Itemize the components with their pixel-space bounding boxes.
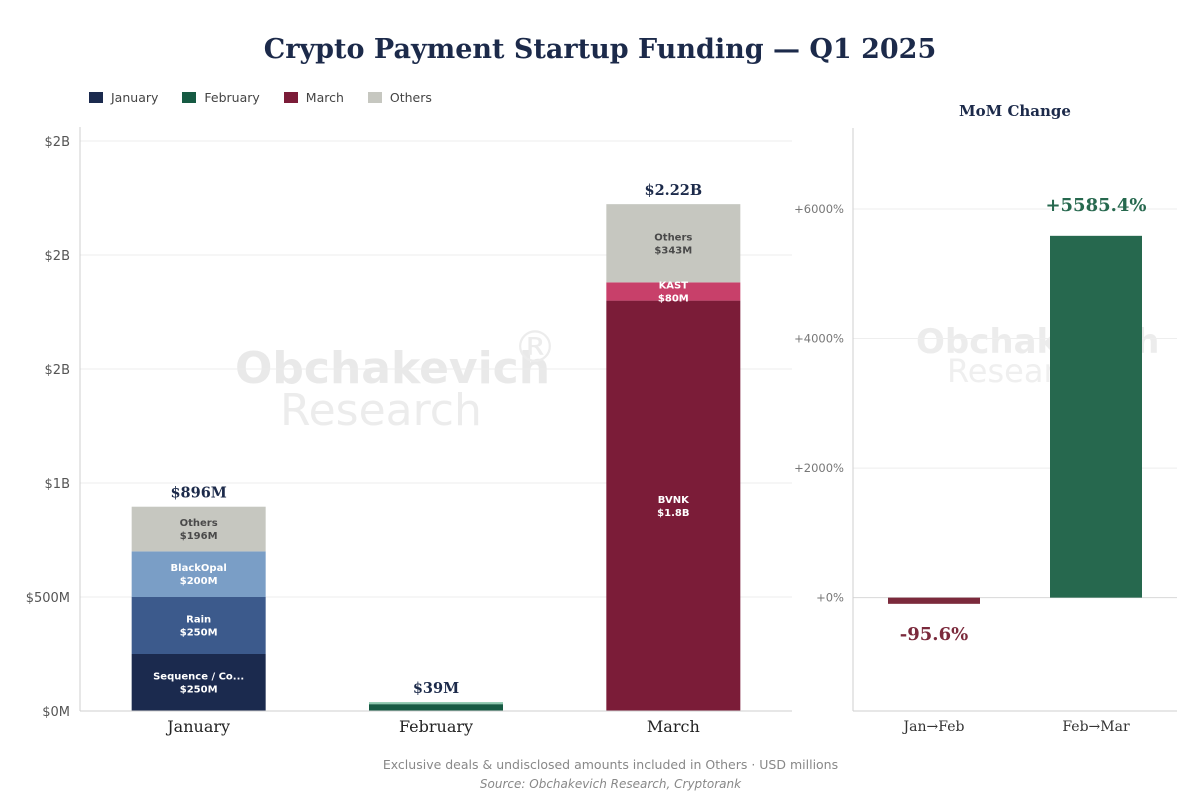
legend-label-others: Others [389,90,432,105]
watermark-mark: ® [513,322,557,373]
legend-item-february: February [182,90,260,105]
legend-label-march: March [305,90,344,105]
bar-march-others [606,204,741,283]
segment-value-march-bvnk: $1.8B [657,508,689,519]
segment-name-january-rain: Rain [186,615,211,626]
mom-axes: +0% +2000% +4000% +6000% Jan→Feb Feb→Mar [794,128,1177,735]
x-tick-label-march: March [647,717,700,736]
bar-march-kast [606,282,741,301]
legend-label-january: January [111,90,159,105]
legend-swatch-others [367,92,382,103]
segment-value-january-blackopal: $200M [180,576,218,587]
y-tick-label-2: $1B [45,477,70,492]
segment-value-march-others: $343M [654,245,692,256]
y-tick-label-5: $2B [45,135,70,150]
legend-swatch-march [283,92,298,103]
total-label-february: $39M [413,680,459,697]
segment-value-january-sequence-co: $250M [180,685,218,696]
y-tick-label-4: $2B [45,249,70,264]
mom-y-tick-label-0: +0% [816,591,844,605]
mom-bar-feb-mar [1050,235,1142,598]
segment-name-march-others: Others [654,232,692,243]
watermark-main: Obchakevich Research ® [235,322,557,436]
mom-y-tick-label-2: +4000% [794,332,844,346]
mom-x-tick-label-feb-mar: Feb→Mar [1062,719,1130,735]
footnote: Exclusive deals & undisclosed amounts in… [382,757,839,772]
legend-item-march: March [283,90,344,105]
bar-january-others [131,506,266,552]
segment-name-march-kast: KAST [659,280,689,291]
y-tick-label-0: $0M [42,705,70,720]
segment-value-january-rain: $250M [180,628,218,639]
mom-value-label-jan-feb: -95.6% [900,624,968,645]
segment-name-march-bvnk: BVNK [658,495,690,506]
mom-y-tick-label-1: +2000% [794,461,844,475]
legend: January February March Others [89,90,432,105]
legend-swatch-january [89,92,103,103]
mom-x-tick-label-jan-feb: Jan→Feb [902,719,965,735]
bar-march-bvnk [606,300,741,711]
segment-value-march-kast: $80M [658,293,689,304]
x-tick-label-january: January [165,717,230,736]
x-tick-label-february: February [399,717,473,736]
bar-january-rain [131,597,266,654]
legend-item-others: Others [367,90,432,105]
legend-label-february: February [204,90,260,105]
total-label-march: $2.22B [644,182,702,199]
main-axes: $0M $500M $1B $2B $2B $2B January February March [26,127,792,736]
main-bars [131,204,741,711]
bar-january-sequence-co [131,654,266,711]
legend-item-january: January [89,90,158,105]
legend-swatch-february [182,92,197,103]
main-labels: Sequence / Co... $250M Rain $250M BlackOpal $… [153,182,702,697]
bar-february-segment-1 [369,702,503,705]
chart-title: Crypto Payment Startup Funding — Q1 2025 [263,34,937,65]
bar-february-segment-0 [369,704,503,711]
mom-chart-title: MoM Change [959,102,1071,120]
bar-january-blackopal [131,551,266,597]
y-tick-label-1: $500M [26,591,70,606]
mom-bar-jan-feb [888,597,980,604]
segment-value-january-others: $196M [180,531,218,542]
segment-name-january-blackopal: BlackOpal [171,563,227,574]
source-note: Source: Obchakevich Research, Cryptorank [479,777,742,791]
segment-name-january-sequence-co: Sequence / Co... [153,672,244,683]
y-tick-label-3: $2B [45,363,70,378]
mom-bars: -95.6% +5585.4% [888,195,1147,645]
segment-name-january-others: Others [180,518,218,529]
mom-value-label-feb-mar: +5585.4% [1045,195,1146,216]
total-label-january: $896M [170,485,226,502]
watermark-line2: Research [280,385,482,436]
mom-y-tick-label-3: +6000% [794,202,844,216]
